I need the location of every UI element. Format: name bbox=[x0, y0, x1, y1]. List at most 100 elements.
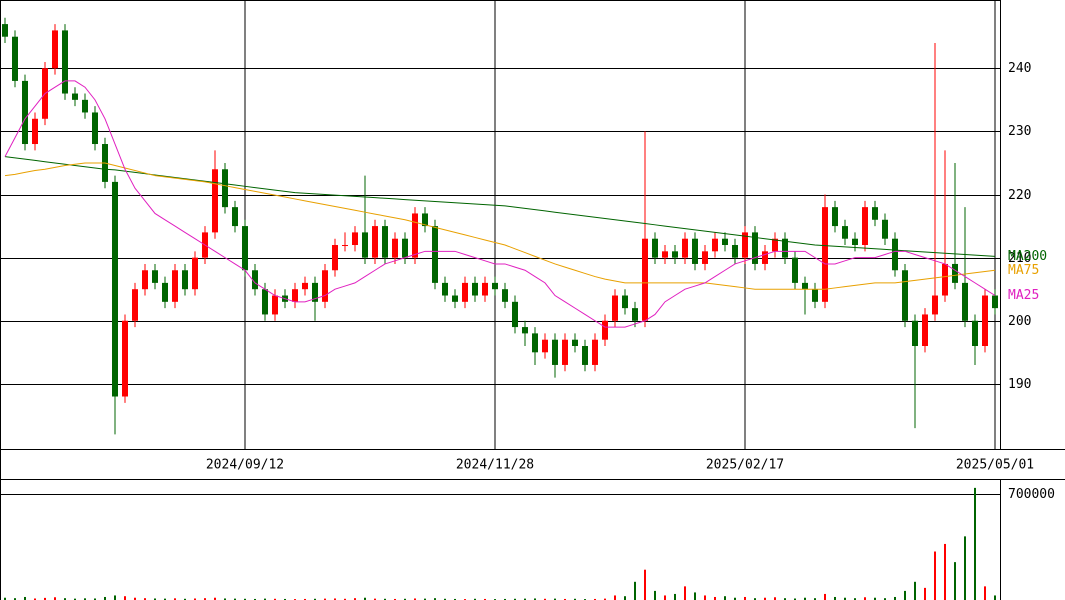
volume-bar bbox=[114, 595, 116, 600]
candle-body bbox=[542, 339, 548, 353]
candle-body bbox=[742, 232, 748, 258]
volume-bar bbox=[244, 598, 246, 600]
volume-bar bbox=[624, 596, 626, 600]
candle-body bbox=[272, 295, 278, 315]
candle-body bbox=[372, 226, 378, 258]
volume-bar bbox=[864, 597, 866, 600]
volume-bar bbox=[434, 598, 436, 600]
candle-body bbox=[822, 207, 828, 302]
candle-body bbox=[732, 245, 738, 258]
volume-bar bbox=[734, 597, 736, 600]
candle-body bbox=[792, 257, 798, 283]
candle-body bbox=[212, 169, 218, 233]
volume-bar bbox=[454, 598, 456, 600]
candle-body bbox=[922, 314, 928, 347]
candle-body bbox=[892, 238, 898, 271]
volume-bar bbox=[794, 598, 796, 600]
candle-body bbox=[602, 320, 608, 340]
legend-label: MA75 bbox=[1008, 263, 1039, 278]
volume-bar bbox=[324, 598, 326, 600]
candle-body bbox=[362, 232, 368, 258]
candle-body bbox=[62, 30, 68, 94]
volume-bar bbox=[814, 598, 816, 600]
volume-bar bbox=[284, 598, 286, 600]
candle-body bbox=[832, 207, 838, 227]
candle-body bbox=[712, 238, 718, 252]
candle-body bbox=[72, 93, 78, 100]
candle-body bbox=[132, 289, 138, 321]
ma-line bbox=[4, 162, 996, 290]
volume-bar bbox=[964, 536, 966, 600]
x-tick-label: 2025/05/01 bbox=[956, 458, 1034, 473]
volume-bar bbox=[204, 598, 206, 600]
candle-body bbox=[532, 333, 538, 353]
volume-bar bbox=[544, 598, 546, 600]
y-tick-label: 190 bbox=[1008, 377, 1031, 392]
candle-body bbox=[222, 169, 228, 208]
ma-line bbox=[4, 80, 996, 328]
candle-body bbox=[432, 226, 438, 283]
candle-body bbox=[612, 295, 618, 321]
candle-body bbox=[302, 282, 308, 290]
volume-bar bbox=[474, 598, 476, 600]
candle-body bbox=[932, 295, 938, 315]
candle-body bbox=[632, 308, 638, 321]
volume-bar bbox=[74, 598, 76, 600]
volume-bar bbox=[234, 598, 236, 600]
volume-bar bbox=[554, 598, 556, 600]
volume-bar bbox=[4, 597, 6, 600]
volume-bar bbox=[344, 598, 346, 600]
volume-bar bbox=[854, 598, 856, 600]
volume-bar bbox=[214, 597, 216, 600]
volume-bar bbox=[704, 595, 706, 600]
ma-line bbox=[4, 156, 996, 257]
volume-bar bbox=[684, 586, 686, 600]
candle-body bbox=[162, 282, 168, 302]
volume-bar bbox=[834, 596, 836, 600]
volume-bar bbox=[784, 598, 786, 600]
volume-bar bbox=[184, 598, 186, 600]
volume-bar bbox=[94, 598, 96, 600]
candle-body bbox=[662, 251, 668, 258]
candle-body bbox=[652, 238, 658, 258]
candle-body bbox=[142, 270, 148, 290]
volume-bar bbox=[424, 598, 426, 600]
volume-bar bbox=[264, 598, 266, 600]
candle-body bbox=[382, 226, 388, 258]
candle-body bbox=[342, 245, 348, 247]
volume-bar bbox=[24, 596, 26, 600]
candle-body bbox=[982, 295, 988, 347]
volume-bar bbox=[534, 598, 536, 600]
volume-bar bbox=[714, 596, 716, 600]
candle-body bbox=[702, 251, 708, 264]
candle-body bbox=[642, 238, 648, 321]
volume-bar bbox=[674, 593, 676, 600]
y-tick-label: 230 bbox=[1008, 124, 1031, 139]
volume-bar bbox=[44, 597, 46, 600]
volume-bar bbox=[754, 598, 756, 600]
volume-bar bbox=[614, 595, 616, 600]
candle-body bbox=[242, 226, 248, 271]
volume-bar bbox=[914, 581, 916, 600]
volume-bar bbox=[84, 598, 86, 600]
volume-bar bbox=[314, 598, 316, 600]
candle-body bbox=[152, 270, 158, 283]
candle-body bbox=[192, 257, 198, 290]
candle-body bbox=[452, 295, 458, 302]
candle-body bbox=[992, 295, 998, 309]
candle-body bbox=[752, 232, 758, 264]
volume-bar bbox=[504, 598, 506, 600]
volume-bar bbox=[844, 597, 846, 600]
volume-bar bbox=[174, 598, 176, 600]
volume-bar bbox=[394, 598, 396, 600]
candle-body bbox=[972, 320, 978, 347]
candle-body bbox=[762, 251, 768, 264]
candle-body bbox=[262, 289, 268, 315]
candle-body bbox=[402, 238, 408, 258]
volume-bar bbox=[164, 598, 166, 600]
candle-body bbox=[592, 339, 598, 365]
volume-bar bbox=[564, 598, 566, 600]
candle-body bbox=[802, 282, 808, 290]
x-tick-label: 2025/02/17 bbox=[706, 458, 784, 473]
